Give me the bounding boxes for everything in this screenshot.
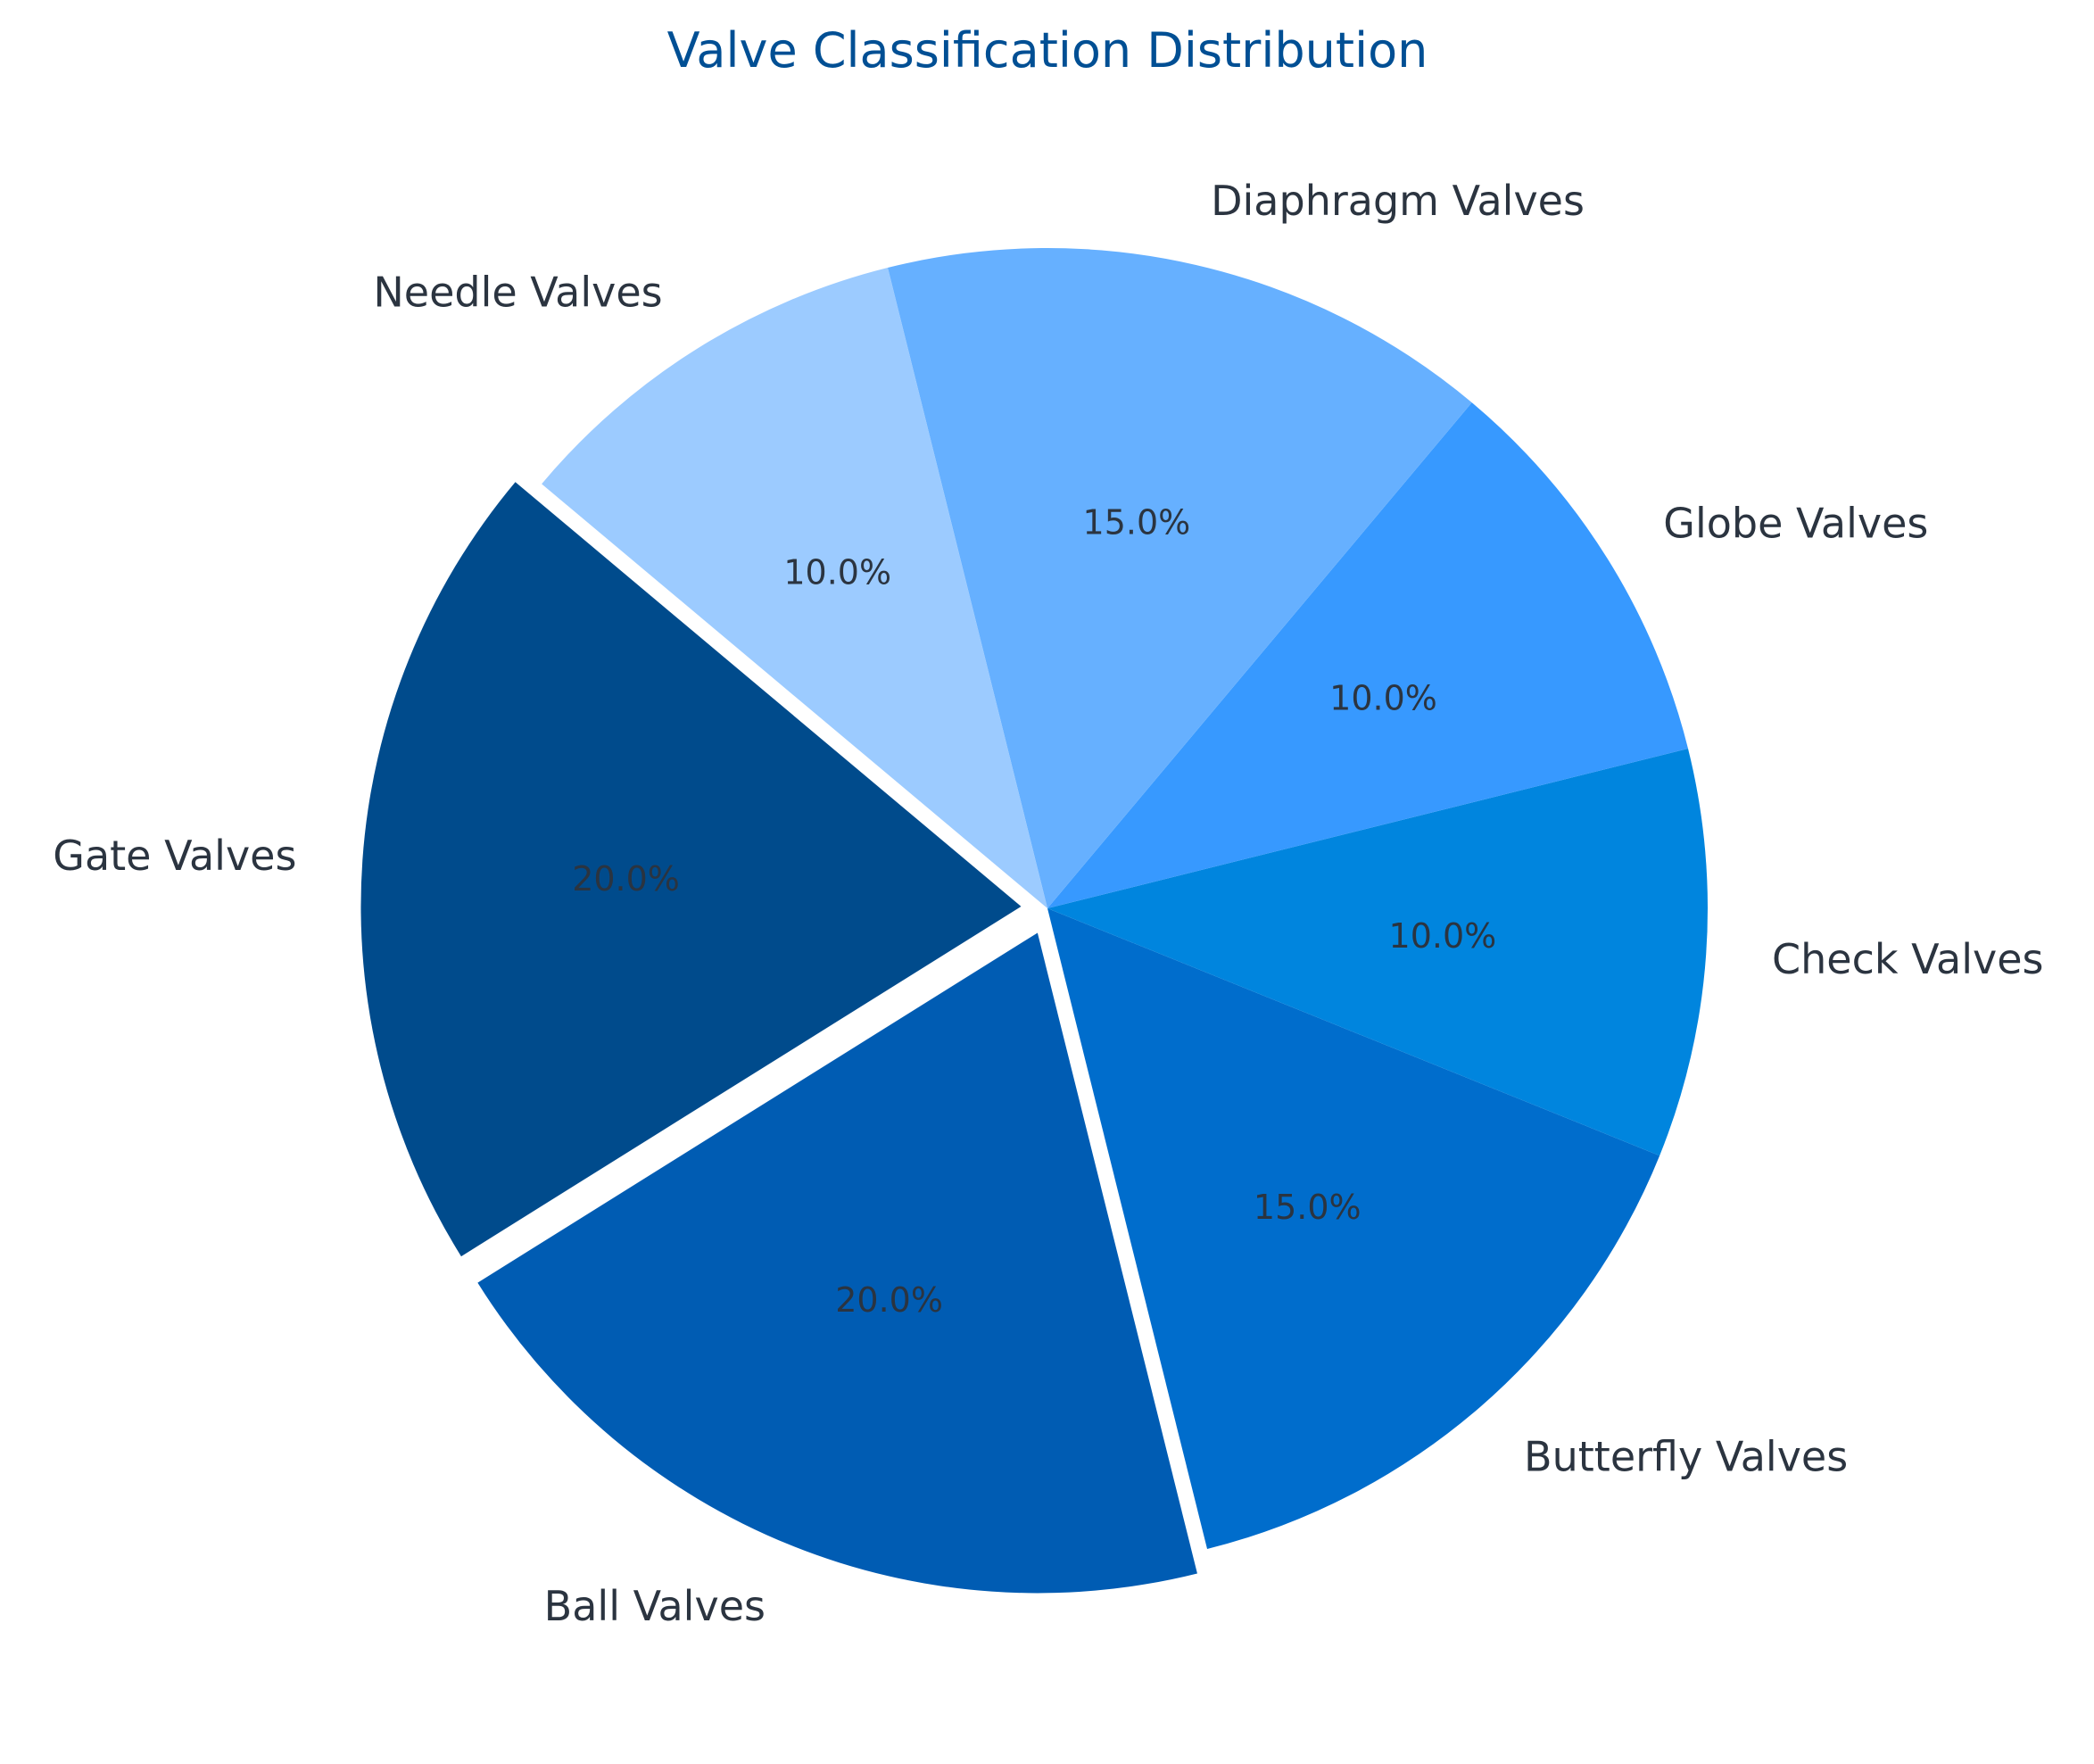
slice-percent-label: 15.0% xyxy=(1083,502,1191,542)
pie-slice-butterfly-valves xyxy=(1047,908,1660,1550)
slice-percent-label: 15.0% xyxy=(1254,1188,1362,1227)
pie-labels: Gate Valves 20.0% Ball Valves 20.0% Butterfl… xyxy=(53,177,2043,1630)
chart-title: Valve Classification Distribution xyxy=(667,22,1428,79)
slice-percent-label: 10.0% xyxy=(1329,679,1437,718)
pie-slice-globe-valves xyxy=(1047,402,1689,909)
slice-percent-label: 10.0% xyxy=(1389,916,1497,956)
slice-label: Check Valves xyxy=(1772,935,2043,983)
pie-slice-needle-valves xyxy=(542,267,1047,908)
slice-label: Gate Valves xyxy=(53,832,296,880)
slice-label: Needle Valves xyxy=(373,269,662,317)
pie-slice-diaphragm-valves xyxy=(887,247,1472,908)
pie-slices xyxy=(360,247,1709,1594)
pie-slice-check-valves xyxy=(1047,748,1709,1156)
slice-label: Globe Valves xyxy=(1663,500,1928,548)
pie-slice-ball-valves xyxy=(477,932,1197,1594)
slice-label: Butterfly Valves xyxy=(1524,1432,1848,1480)
slice-percent-label: 20.0% xyxy=(572,859,680,899)
slice-percent-label: 10.0% xyxy=(783,552,891,592)
slice-label: Diaphragm Valves xyxy=(1211,177,1585,225)
slice-label: Ball Valves xyxy=(544,1582,766,1630)
pie-slice-gate-valves xyxy=(360,482,1022,1257)
slice-percent-label: 20.0% xyxy=(835,1280,943,1320)
